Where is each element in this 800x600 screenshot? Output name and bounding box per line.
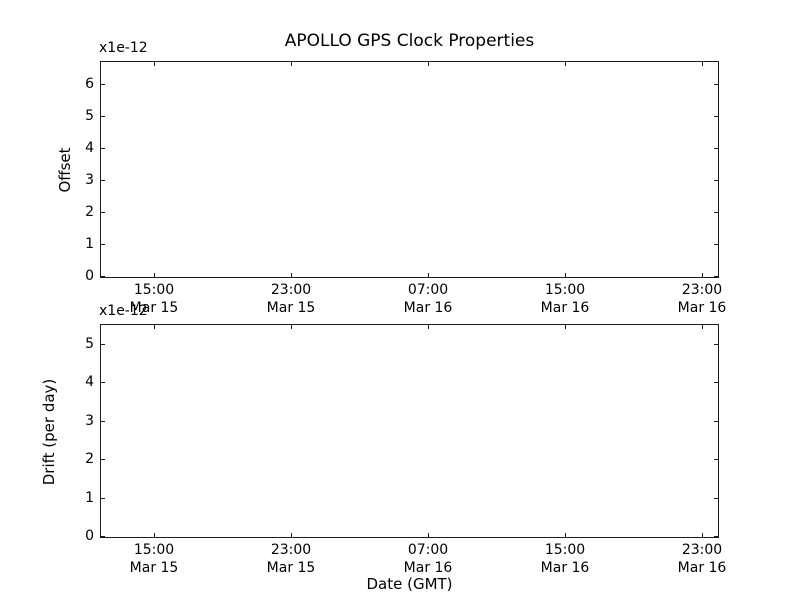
x-tick-label: 23:00 Mar 15: [246, 541, 336, 577]
x-tick-mark: [428, 325, 429, 329]
y-tick-mark: [101, 276, 105, 277]
x-tick-date: Mar 16: [677, 300, 727, 316]
x-tick-label: 15:00 Mar 16: [520, 281, 610, 317]
y-tick-mark: [714, 497, 718, 499]
x-tick-date: Mar 16: [540, 560, 590, 576]
x-tick-mark: [154, 325, 155, 329]
y-tick-label: 0: [85, 528, 94, 544]
x-tick-label: 07:00 Mar 16: [383, 541, 473, 577]
x-tick-time: 23:00: [681, 542, 723, 558]
x-axis-label: Date (GMT): [366, 575, 453, 593]
x-tick-label: 23:00 Mar 16: [657, 281, 747, 317]
x-tick-time: 23:00: [270, 542, 312, 558]
x-tick-mark: [565, 62, 566, 66]
y-tick-label: 6: [85, 76, 94, 93]
x-tick-mark: [428, 273, 429, 277]
x-tick-mark: [702, 273, 703, 277]
x-tick-label: 07:00 Mar 16: [383, 281, 473, 317]
y-tick-mark: [101, 116, 105, 118]
x-tick-time: 07:00: [407, 542, 449, 558]
x-tick-mark: [154, 533, 155, 537]
x-tick-mark: [702, 62, 703, 66]
x-tick-label: 23:00 Mar 16: [657, 541, 747, 577]
x-tick-mark: [702, 533, 703, 537]
y-tick-mark: [714, 84, 718, 86]
x-tick-date: Mar 15: [129, 300, 179, 316]
x-tick-label: 15:00 Mar 15: [109, 281, 199, 317]
y-tick-label: 4: [85, 374, 94, 391]
y-tick-label: 1: [85, 236, 94, 252]
y-tick-mark: [714, 116, 718, 118]
y-tick-mark: [714, 244, 718, 245]
x-tick-mark: [428, 533, 429, 537]
x-tick-date: Mar 16: [403, 560, 453, 576]
x-tick-mark: [154, 273, 155, 277]
y-tick-mark: [101, 244, 105, 245]
y-tick-mark: [101, 148, 105, 150]
y-tick-label: 2: [85, 204, 94, 220]
y-tick-mark: [101, 180, 105, 182]
x-tick-mark: [565, 325, 566, 329]
y-tick-mark: [714, 382, 718, 384]
y-tick-mark: [714, 459, 718, 461]
y-tick-mark: [714, 343, 718, 345]
x-tick-date: Mar 15: [266, 560, 316, 576]
y-tick-mark: [101, 536, 105, 537]
y-tick-mark: [714, 420, 718, 422]
y-tick-label: 3: [85, 172, 94, 189]
axes-offset-plot: 0 1 2 3 4 5 6 15:00 Mar 15 23:00 Mar 15 07:00 Mar 16…: [85, 61, 726, 316]
y-tick-mark: [714, 276, 718, 277]
x-tick-mark: [291, 273, 292, 277]
y-tick-label: 5: [85, 335, 94, 352]
x-tick-label: 15:00 Mar 15: [109, 541, 199, 577]
y-tick-mark: [101, 84, 105, 86]
offset-scale-text-top: x1e-12: [99, 40, 148, 56]
x-tick-date: Mar 16: [540, 300, 590, 316]
offset-scale-text-bottom: x1e-12: [99, 303, 148, 319]
x-tick-mark: [154, 62, 155, 66]
x-tick-label: 23:00 Mar 15: [246, 281, 336, 317]
chart-title: APOLLO GPS Clock Properties: [284, 31, 535, 51]
x-tick-date: Mar 15: [266, 300, 316, 316]
y-tick-mark: [714, 536, 718, 537]
x-tick-date: Mar 16: [677, 560, 727, 576]
x-tick-time: 07:00: [407, 282, 449, 298]
y-tick-mark: [714, 212, 718, 213]
x-tick-date: Mar 15: [129, 560, 179, 576]
x-tick-mark: [565, 533, 566, 537]
x-tick-mark: [291, 533, 292, 537]
x-tick-mark: [702, 325, 703, 329]
y-tick-mark: [101, 420, 105, 422]
y-tick-label: 2: [85, 451, 94, 468]
x-tick-mark: [291, 62, 292, 66]
y-tick-mark: [101, 382, 105, 384]
x-tick-time: 15:00: [544, 282, 586, 298]
y-tick-mark: [101, 343, 105, 345]
y-tick-label: 0: [85, 268, 94, 284]
x-tick-label: 15:00 Mar 16: [520, 541, 610, 577]
x-tick-time: 15:00: [544, 542, 586, 558]
x-tick-time: 15:00: [133, 282, 175, 298]
x-tick-time: 15:00: [133, 542, 175, 558]
x-tick-mark: [565, 273, 566, 277]
y-tick-mark: [714, 180, 718, 182]
y-tick-mark: [101, 497, 105, 499]
x-tick-mark: [291, 325, 292, 329]
y-tick-mark: [714, 148, 718, 150]
x-tick-time: 23:00: [270, 282, 312, 298]
y-tick-label: 1: [85, 489, 94, 506]
x-tick-mark: [428, 62, 429, 66]
y-tick-label: 4: [85, 140, 94, 157]
axes-drift-plot: 0 1 2 3 4 5 15:00 Mar 15 23:00 Mar 15 07:00 Mar 16 1…: [85, 324, 726, 576]
x-tick-time: 23:00: [681, 282, 723, 298]
y-tick-label: 3: [85, 412, 94, 429]
x-tick-date: Mar 16: [403, 300, 453, 316]
y-tick-label: 5: [85, 108, 94, 125]
y-tick-mark: [101, 459, 105, 461]
y-tick-mark: [101, 212, 105, 213]
